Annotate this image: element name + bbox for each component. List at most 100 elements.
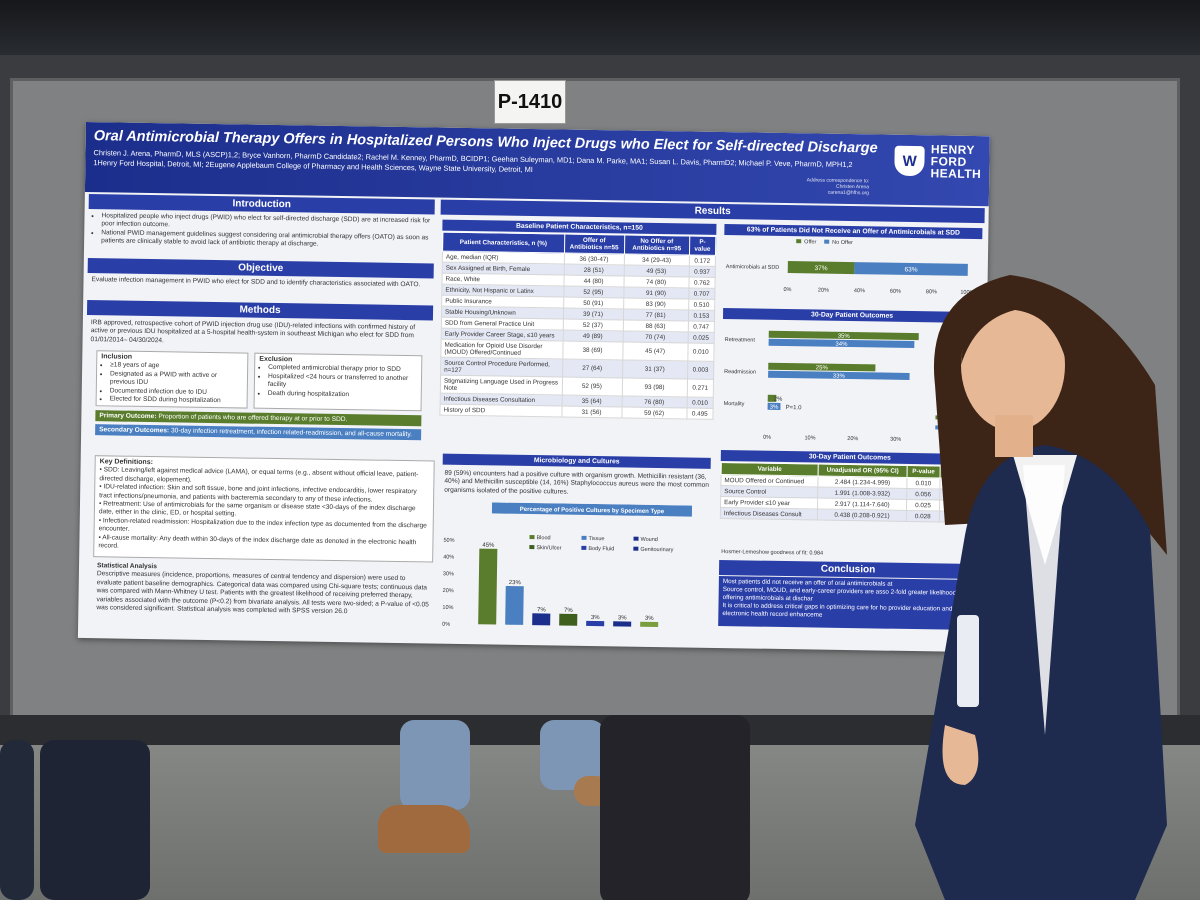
- baseline-cell: 31 (37): [622, 359, 688, 379]
- shield-logo-icon: W: [894, 145, 925, 177]
- bar: [768, 330, 919, 341]
- inclusion-item: Designated as a PWID with active or prev…: [110, 370, 243, 389]
- bar: [505, 586, 524, 625]
- logo-word-3: HEALTH: [930, 166, 982, 182]
- bar: [613, 621, 632, 627]
- or-cell: 0.438 (0.208-0.921): [817, 509, 907, 522]
- baseline-cell: 52 (95): [563, 286, 624, 298]
- tick-label: 80%: [926, 289, 937, 295]
- tick-label: 40%: [854, 288, 865, 294]
- baseline-cell: 59 (62): [621, 406, 687, 419]
- tick-label: 50%: [443, 538, 454, 544]
- micro-text: 89 (59%) encounters had a positive cultu…: [444, 469, 710, 496]
- baseline-header: Patient Characteristics, n (%): [442, 232, 565, 254]
- baseline-cell: Source Control Procedure Performed, n=12…: [440, 357, 563, 378]
- outcomes-chart: Retreatment 35% 34% Readmission 25% 33% Mortal…: [724, 330, 963, 443]
- baseline-cell: 31 (56): [561, 406, 622, 418]
- bar: [532, 613, 551, 626]
- baseline-cell: 0.172: [689, 254, 716, 267]
- objective-text: Evaluate infection management in PWID wh…: [91, 276, 421, 289]
- methods-text: IRB approved, retrospective cohort of PW…: [90, 319, 416, 345]
- stats-title: Statistical Analysis: [96, 562, 157, 571]
- bar: [559, 613, 578, 626]
- tick-label: 40%: [443, 554, 454, 560]
- baseline-cell: 0.025: [687, 331, 715, 344]
- correspondence: Address correspondence to: Christen Aren…: [806, 177, 870, 197]
- tick-label: 0%: [763, 435, 771, 441]
- primary-label: Primary Outcome:: [99, 412, 157, 421]
- baseline-header: P-value: [689, 235, 716, 256]
- baseline-header: Offer of Antibiotics n=55: [564, 234, 625, 254]
- bar-label: 34%: [835, 342, 848, 348]
- bar-label: 45%: [482, 543, 495, 549]
- baseline-cell: 50 (91): [563, 297, 624, 309]
- tick-label: 20%: [847, 436, 858, 442]
- baseline-cell: 0.003: [687, 360, 714, 380]
- baseline-cell: 27 (64): [562, 359, 623, 378]
- presenter-person: [915, 275, 1167, 900]
- legend-swatch: [633, 546, 639, 551]
- definitions-title: Key Definitions:: [99, 458, 154, 467]
- baseline-cell: 0.495: [686, 407, 714, 420]
- bar: [768, 370, 910, 380]
- tick-label: 10%: [442, 605, 453, 611]
- legend-swatch: [824, 239, 830, 244]
- research-poster: Oral Antimicrobial Therapy Offers in Hos…: [77, 122, 990, 653]
- legend-label: Blood: [536, 535, 550, 541]
- legend-label: Genitourinary: [640, 547, 673, 554]
- bar-label: 37%: [815, 265, 828, 272]
- secondary-text: 30-day infection retreatment, infection …: [170, 427, 413, 439]
- baseline-cell: 45 (47): [622, 341, 688, 361]
- booth-number-sign: P-1410: [494, 80, 566, 124]
- bar-label: 25%: [816, 365, 829, 371]
- legend-label: No Offer: [832, 240, 853, 246]
- inclusion-item: Elected for SDD during hospitalization: [110, 395, 243, 405]
- annotation: P=1.0: [786, 405, 803, 411]
- legend-label: Body Fluid: [588, 546, 614, 552]
- baseline-cell: 0.747: [687, 320, 715, 333]
- inclusion-title: Inclusion: [101, 353, 133, 361]
- bar-label: 63%: [905, 266, 918, 273]
- ceiling: [0, 0, 1200, 60]
- culture-chart: Percentage of Positive Cultures by Speci…: [442, 502, 693, 628]
- bar-label: 35%: [838, 334, 851, 340]
- tick-label: 0%: [442, 622, 450, 628]
- baseline-cell: 0.010: [687, 342, 715, 362]
- bar-label: 3%: [591, 615, 600, 621]
- baseline-header: No Offer of Antibiotics n=95: [624, 234, 690, 255]
- legend-swatch: [633, 536, 639, 541]
- bar: [767, 402, 781, 410]
- baseline-cell: 0.271: [686, 378, 714, 398]
- poster-header: Oral Antimicrobial Therapy Offers in Hos…: [84, 122, 990, 207]
- secondary-label: Secondary Outcomes:: [99, 426, 170, 435]
- bar-label: 3%: [770, 405, 779, 411]
- legend-label: Offer: [804, 239, 816, 245]
- primary-outcome: Primary Outcome: Proportion of patients …: [95, 410, 422, 427]
- category-label: Mortality: [724, 401, 745, 407]
- legend-label: Wound: [640, 537, 657, 543]
- exclusion-title: Exclusion: [259, 355, 293, 364]
- bar-label: 33%: [833, 374, 846, 380]
- category-label: Antimicrobials at SDD: [726, 264, 780, 271]
- inclusion-box: Inclusion ≥18 years of age Designated as…: [95, 350, 249, 409]
- category-label: Readmission: [724, 369, 756, 375]
- tick-label: 20%: [818, 288, 829, 294]
- tick-label: 0%: [783, 287, 791, 293]
- bar-label: 3%: [645, 616, 654, 622]
- baseline-cell: Stigmatizing Language Used in Progress N…: [440, 375, 563, 396]
- intro-text: Hospitalized people who inject drugs (PW…: [92, 212, 430, 251]
- baseline-cell: 39 (71): [562, 308, 624, 320]
- baseline-cell: 52 (37): [562, 319, 623, 331]
- bar: [768, 362, 876, 372]
- baseline-cell: 0.153: [688, 309, 715, 322]
- bar: [640, 621, 659, 628]
- bar: [767, 394, 777, 402]
- chart-title-bg: [491, 502, 693, 517]
- statistical-analysis: Statistical Analysis Descriptive measure…: [96, 562, 431, 618]
- primary-text: Proportion of patients who are offered t…: [158, 413, 348, 424]
- baseline-cell: 0.010: [686, 396, 714, 409]
- legend-label: Skin/Ulcer: [536, 545, 561, 551]
- tick-label: 60%: [890, 289, 901, 295]
- legend-swatch: [796, 239, 802, 244]
